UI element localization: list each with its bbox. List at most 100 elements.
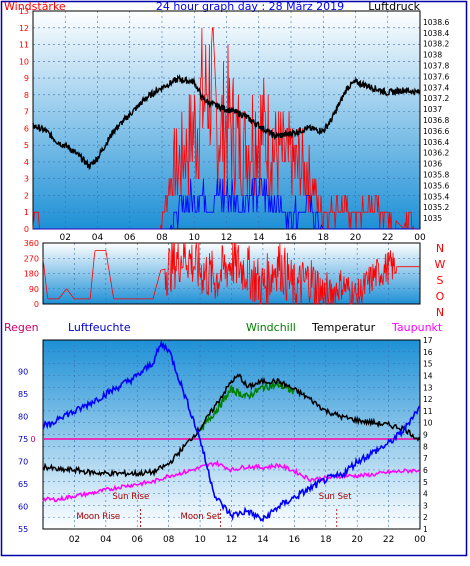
humidity-axis-tick: 65 <box>18 480 28 489</box>
wind-axis-tick: 10 <box>19 57 29 66</box>
temperature-axis-tick: 6 <box>423 466 428 475</box>
pressure-axis-tick: 1036.2 <box>423 149 449 158</box>
temperature-axis-tick: 15 <box>423 360 433 369</box>
wind-axis-tick: 1 <box>24 208 29 217</box>
pressure-axis-tick: 1037.4 <box>423 83 449 92</box>
panel1-series <box>32 27 421 230</box>
chart-title: 24 hour graph day : 28 März 2019 <box>156 0 344 13</box>
compass-label: W <box>435 258 446 271</box>
panel3-x-tick: 00 <box>414 535 426 545</box>
pressure-axis-tick: 1036.4 <box>423 138 449 147</box>
panel3-x-tick: 14 <box>257 535 269 545</box>
wind-axis-tick: 3 <box>24 175 29 184</box>
wind-axis-tick: 13 <box>19 7 29 16</box>
panel3-border <box>42 339 421 530</box>
temperature-axis-tick: 4 <box>423 490 428 499</box>
panel3-series <box>42 339 421 523</box>
pressure-axis-tick: 1038.2 <box>423 40 449 49</box>
panel1-x-tick: 20 <box>350 233 362 243</box>
legend-humidity: Luftfeuchte <box>68 321 131 334</box>
legend-temperature: Temperatur <box>311 321 376 334</box>
wind-axis-tick: 5 <box>24 141 29 150</box>
panel1-x-tick: 04 <box>92 233 104 243</box>
panel3-x-tick: 08 <box>163 535 175 545</box>
panel2-series <box>42 242 420 305</box>
wind-axis-tick: 11 <box>19 41 29 50</box>
wind-strength-label: Windstärke <box>4 0 66 13</box>
sun-moon-label: Sun Set <box>319 492 352 502</box>
pressure-axis-tick: 1038.6 <box>423 18 449 27</box>
temperature-axis-tick: 16 <box>423 348 433 357</box>
pressure-axis-tick: 1035 <box>423 214 442 223</box>
temperature-axis-tick: 14 <box>423 371 433 380</box>
pressure-axis-tick: 1037 <box>423 105 442 114</box>
panel3-x-tick: 06 <box>132 535 144 545</box>
panel1-x-tick: 18 <box>318 233 330 243</box>
pressure-axis-tick: 1035.2 <box>423 203 449 212</box>
panel2-border <box>42 242 421 305</box>
humidity-axis-tick: 60 <box>18 503 28 512</box>
direction-axis-tick: 180 <box>24 270 39 279</box>
panel1-axes: 02 04 06 08 10 12 14 16 18 20 22 000123456789101112… <box>19 7 450 243</box>
panel3-x-tick: 22 <box>383 535 394 545</box>
pressure-axis-tick: 1038.4 <box>423 29 449 38</box>
temperature-axis-tick: 8 <box>423 442 428 451</box>
pressure-axis-tick: 1037.8 <box>423 62 449 71</box>
legend-dewpoint: Taupunkt <box>391 321 443 334</box>
panel3-x-tick: 10 <box>194 535 206 545</box>
pressure-axis-tick: 1035.4 <box>423 192 449 201</box>
dewpoint-series <box>42 459 421 503</box>
panel3-x-tick: 16 <box>289 535 301 545</box>
temperature-axis-tick: 11 <box>423 407 433 416</box>
direction-axis-tick: 0 <box>34 300 39 309</box>
temperature-series <box>42 373 421 478</box>
wind-axis-tick: 12 <box>19 24 29 33</box>
panel3-grid <box>43 339 421 530</box>
sun-moon-label: Moon Set <box>181 512 221 522</box>
legend-rain: Regen <box>4 321 39 334</box>
wind-axis-tick: 8 <box>24 91 29 100</box>
wind-axis-tick: 9 <box>24 74 29 83</box>
humidity-axis-tick: 90 <box>18 368 28 377</box>
direction-axis-tick: 90 <box>29 285 39 294</box>
sun-moon-label: Moon Rise <box>76 512 120 522</box>
temperature-axis-tick: 13 <box>423 383 433 392</box>
legend-windchill: Windchill <box>246 321 296 334</box>
panel1-x-tick: 00 <box>414 233 426 243</box>
compass-label: N <box>436 306 444 319</box>
panel1-x-tick: 16 <box>285 233 297 243</box>
pressure-axis-tick: 1035.6 <box>423 181 449 190</box>
panel1-x-tick: 12 <box>221 233 232 243</box>
panel3-x-tick: 18 <box>320 535 332 545</box>
pressure-axis-tick: 1038 <box>423 51 442 60</box>
panel1-x-tick: 10 <box>189 233 201 243</box>
pressure-axis-tick: 1036.8 <box>423 116 449 125</box>
panel1-x-tick: 08 <box>156 233 168 243</box>
panel1-x-tick: 22 <box>382 233 393 243</box>
humidity-axis-tick: 80 <box>18 413 28 422</box>
temperature-axis-tick: 3 <box>423 501 428 510</box>
compass-label: N <box>436 242 444 255</box>
temperature-axis-tick: 9 <box>423 431 428 440</box>
pressure-axis-tick: 1036.6 <box>423 127 449 136</box>
outer-frame <box>0 0 468 557</box>
panel3-x-tick: 20 <box>351 535 363 545</box>
panel3-x-tick: 04 <box>100 535 112 545</box>
temperature-axis-tick: 7 <box>423 454 428 463</box>
wind-axis-tick: 7 <box>24 108 29 117</box>
wind-direction-series <box>42 242 420 305</box>
pressure-series <box>32 74 421 171</box>
direction-axis-tick: 360 <box>24 239 39 248</box>
compass-label: S <box>437 274 444 287</box>
temperature-axis-tick: 2 <box>423 513 428 522</box>
humidity-axis-tick: 85 <box>18 390 28 399</box>
sun-moon-label: Sun Rise <box>112 492 149 502</box>
wind-speed-series <box>33 178 420 230</box>
temperature-axis-tick: 10 <box>423 419 433 428</box>
panel1-x-tick: 02 <box>60 233 71 243</box>
panel1-x-tick: 14 <box>253 233 265 243</box>
panel3-x-tick: 02 <box>69 535 80 545</box>
temperature-axis-tick: 1 <box>423 525 428 534</box>
